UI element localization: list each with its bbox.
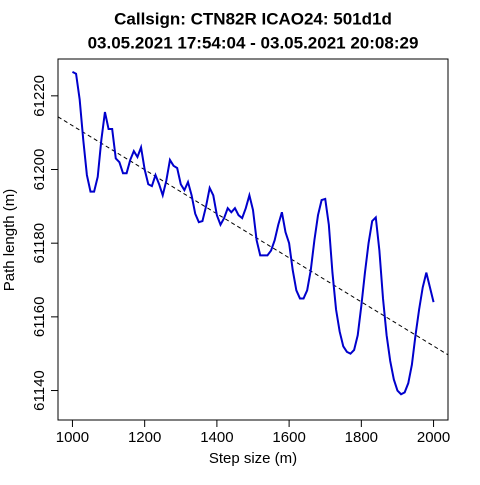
y-tick-label: 61160 (31, 297, 48, 338)
x-tick-label: 1800 (345, 429, 378, 446)
y-tick-label: 61180 (31, 223, 48, 264)
trend-line (57, 116, 449, 356)
x-tick-label: 2000 (417, 429, 450, 446)
x-tick-label: 1600 (272, 429, 305, 446)
data-line (71, 71, 435, 396)
x-tick-label: 1400 (200, 429, 233, 446)
plot-frame (57, 58, 449, 421)
chart-subtitle: 03.05.2021 17:54:04 - 03.05.2021 20:08:2… (88, 33, 419, 52)
x-axis-label: Step size (m) (209, 450, 297, 467)
y-tick-label: 61220 (31, 75, 48, 117)
y-tick-label: 61140 (31, 370, 48, 411)
x-tick-label: 1200 (128, 429, 161, 446)
y-tick-label: 61200 (31, 149, 48, 191)
chart-title: Callsign: CTN82R ICAO24: 501d1d (114, 9, 392, 28)
x-tick-label: 1000 (56, 429, 89, 446)
y-axis-label: Path length (m) (1, 189, 18, 292)
